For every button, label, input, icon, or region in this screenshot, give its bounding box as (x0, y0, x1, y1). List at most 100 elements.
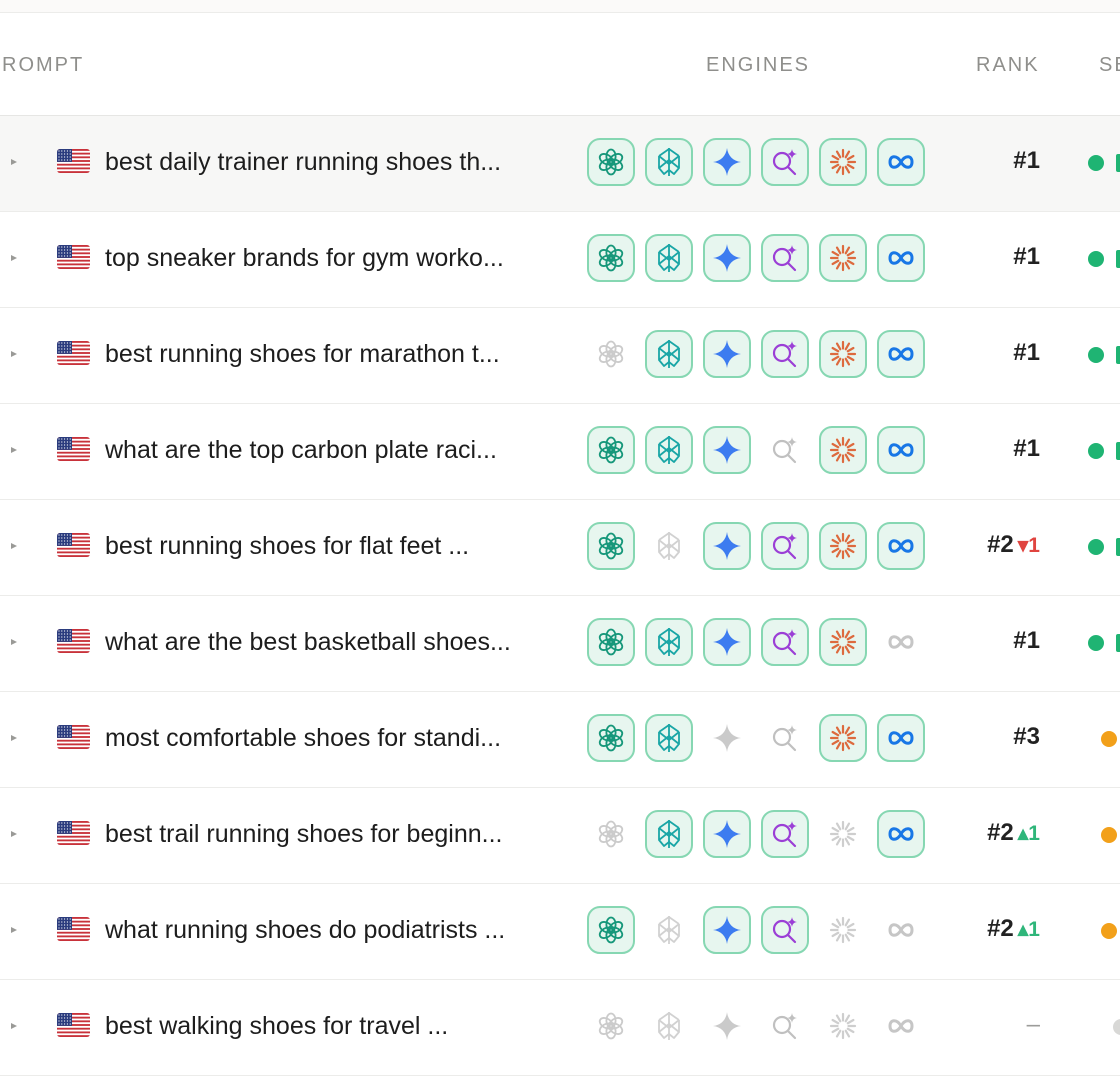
ai-search-icon[interactable] (761, 1002, 809, 1050)
perplexity-icon[interactable] (645, 426, 693, 474)
claude-icon[interactable] (819, 522, 867, 570)
rank-value: #2 ▾1 (987, 528, 1040, 563)
claude-icon[interactable] (819, 234, 867, 282)
gemini-icon[interactable] (703, 618, 751, 666)
gemini-icon[interactable] (703, 1002, 751, 1050)
perplexity-icon[interactable] (645, 810, 693, 858)
perplexity-icon[interactable] (645, 138, 693, 186)
chatgpt-icon[interactable] (587, 714, 635, 762)
chatgpt-icon[interactable] (587, 1002, 635, 1050)
prompt-text[interactable]: most comfortable shoes for standi... (105, 724, 502, 752)
rank-change-badge: ▾1 (1017, 534, 1040, 557)
claude-icon[interactable] (819, 714, 867, 762)
ai-search-icon[interactable] (761, 618, 809, 666)
prompt-text[interactable]: what running shoes do podiatrists ... (105, 916, 506, 944)
table-row[interactable]: what running shoes do podiatrists ... #2 ▴… (0, 884, 1120, 980)
chatgpt-icon[interactable] (587, 138, 635, 186)
table-row[interactable]: top sneaker brands for gym worko... #1 (0, 212, 1120, 308)
chatgpt-icon[interactable] (587, 906, 635, 954)
expand-caret-icon[interactable] (11, 159, 17, 165)
chatgpt-icon[interactable] (587, 618, 635, 666)
gemini-icon[interactable] (703, 810, 751, 858)
expand-caret-icon[interactable] (11, 639, 17, 645)
table-row[interactable]: what are the top carbon plate raci... #1 (0, 404, 1120, 500)
claude-icon[interactable] (819, 330, 867, 378)
claude-icon[interactable] (819, 618, 867, 666)
ai-search-icon[interactable] (761, 906, 809, 954)
table-row[interactable]: best walking shoes for travel ... – (0, 980, 1120, 1076)
expand-caret-icon[interactable] (11, 351, 17, 357)
column-header-prompt[interactable]: ROMPT (2, 54, 85, 76)
perplexity-icon[interactable] (645, 1002, 693, 1050)
perplexity-icon[interactable] (645, 618, 693, 666)
expand-caret-icon[interactable] (11, 1023, 17, 1029)
ai-search-icon[interactable] (761, 810, 809, 858)
gemini-icon[interactable] (703, 714, 751, 762)
prompt-text[interactable]: what are the best basketball shoes... (105, 628, 511, 656)
meta-ai-icon[interactable] (877, 1002, 925, 1050)
chatgpt-icon[interactable] (587, 234, 635, 282)
chatgpt-icon[interactable] (587, 810, 635, 858)
table-row[interactable]: best running shoes for flat feet ... #2 ▾1 (0, 500, 1120, 596)
claude-icon[interactable] (819, 1002, 867, 1050)
gemini-icon[interactable] (703, 330, 751, 378)
chatgpt-icon[interactable] (587, 330, 635, 378)
meta-ai-icon[interactable] (877, 234, 925, 282)
ai-search-icon[interactable] (761, 330, 809, 378)
expand-caret-icon[interactable] (11, 927, 17, 933)
ai-search-icon[interactable] (761, 522, 809, 570)
claude-icon[interactable] (819, 426, 867, 474)
perplexity-icon[interactable] (645, 234, 693, 282)
gemini-icon[interactable] (703, 426, 751, 474)
prompt-text[interactable]: best walking shoes for travel ... (105, 1012, 449, 1040)
table-row[interactable]: best running shoes for marathon t... #1 (0, 308, 1120, 404)
prompt-text[interactable]: what are the top carbon plate raci... (105, 436, 497, 464)
expand-caret-icon[interactable] (11, 447, 17, 453)
table-row[interactable]: most comfortable shoes for standi... #3 (0, 692, 1120, 788)
expand-caret-icon[interactable] (11, 831, 17, 837)
meta-ai-icon[interactable] (877, 714, 925, 762)
chatgpt-icon[interactable] (587, 522, 635, 570)
ai-search-icon[interactable] (761, 234, 809, 282)
rank-value: – (1027, 1008, 1040, 1042)
claude-icon[interactable] (819, 906, 867, 954)
rank-value: #2 ▴1 (987, 912, 1040, 947)
perplexity-icon[interactable] (645, 906, 693, 954)
meta-ai-icon[interactable] (877, 522, 925, 570)
expand-caret-icon[interactable] (11, 255, 17, 261)
meta-ai-icon[interactable] (877, 906, 925, 954)
column-header-se[interactable]: SE (1099, 54, 1120, 76)
table-row[interactable]: best daily trainer running shoes th... #1 (0, 116, 1120, 212)
claude-icon[interactable] (819, 138, 867, 186)
ai-search-icon[interactable] (761, 714, 809, 762)
gemini-icon[interactable] (703, 138, 751, 186)
prompt-text[interactable]: top sneaker brands for gym worko... (105, 244, 504, 272)
meta-ai-icon[interactable] (877, 810, 925, 858)
prompt-text[interactable]: best running shoes for marathon t... (105, 340, 500, 368)
prompt-text[interactable]: best trail running shoes for beginn... (105, 820, 503, 848)
gemini-icon[interactable] (703, 522, 751, 570)
meta-ai-icon[interactable] (877, 618, 925, 666)
perplexity-icon[interactable] (645, 330, 693, 378)
gemini-icon[interactable] (703, 234, 751, 282)
rank-number: #2 (987, 531, 1014, 558)
ai-search-icon[interactable] (761, 426, 809, 474)
gemini-icon[interactable] (703, 906, 751, 954)
expand-caret-icon[interactable] (11, 735, 17, 741)
meta-ai-icon[interactable] (877, 426, 925, 474)
perplexity-icon[interactable] (645, 714, 693, 762)
prompt-text[interactable]: best daily trainer running shoes th... (105, 148, 502, 176)
meta-ai-icon[interactable] (877, 330, 925, 378)
expand-caret-icon[interactable] (11, 543, 17, 549)
ai-search-icon[interactable] (761, 138, 809, 186)
claude-icon[interactable] (819, 810, 867, 858)
rank-value: #2 ▴1 (987, 816, 1040, 851)
chatgpt-icon[interactable] (587, 426, 635, 474)
table-row[interactable]: best trail running shoes for beginn... #2… (0, 788, 1120, 884)
column-header-engines[interactable]: ENGINES (706, 54, 811, 76)
prompt-text[interactable]: best running shoes for flat feet ... (105, 532, 470, 560)
meta-ai-icon[interactable] (877, 138, 925, 186)
column-header-rank[interactable]: RANK (976, 54, 1040, 76)
table-row[interactable]: what are the best basketball shoes... #1 (0, 596, 1120, 692)
perplexity-icon[interactable] (645, 522, 693, 570)
